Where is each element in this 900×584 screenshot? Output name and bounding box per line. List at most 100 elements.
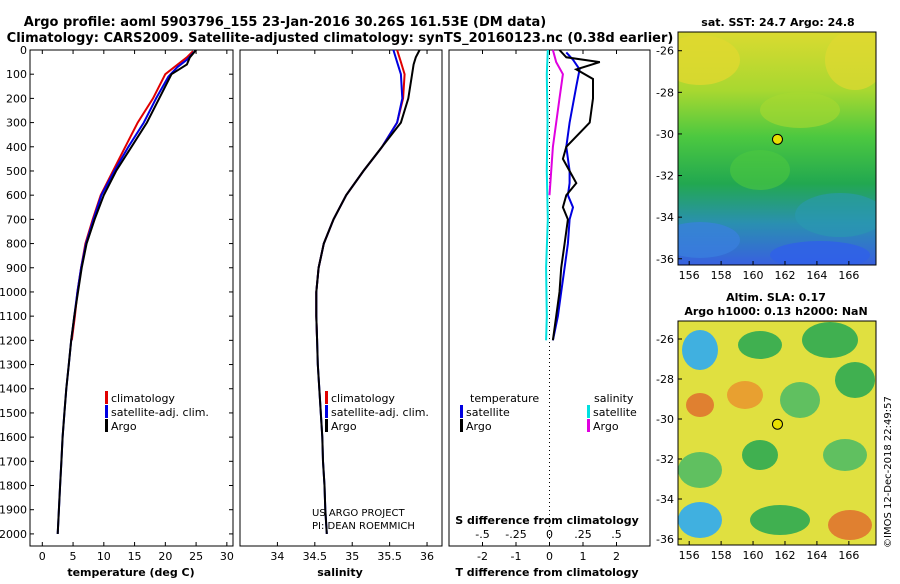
- salinity-panel: 34 34.5 35 35.5 36 salinity climatology sate…: [239, 49, 443, 579]
- x-tick-label: 0: [546, 550, 553, 563]
- legend-argo-marker: [325, 419, 328, 432]
- difference-legend: temperature satellite Argo salinity sate…: [460, 392, 637, 433]
- legend-climatology-marker: [325, 391, 328, 404]
- temperature-legend: climatology satellite-adj. clim. Argo: [105, 391, 209, 433]
- sla-map-frame: [677, 320, 877, 546]
- depth-tick-label: 1000: [0, 286, 27, 299]
- legend-argo-marker: [105, 419, 108, 432]
- x-tick-label: 15: [128, 550, 142, 563]
- lat-tick-label: -36: [656, 253, 674, 266]
- sst-map-panel: sat. SST: 24.7 Argo: 24.8 156 158 160 162 16…: [656, 16, 877, 282]
- sla-map-subtitle: Argo h1000: 0.13 h2000: NaN: [684, 305, 867, 318]
- lon-tick-label: 160: [743, 269, 764, 282]
- depth-tick-label: 200: [6, 92, 27, 105]
- lon-tick-label: 162: [774, 269, 795, 282]
- sla-map-image: [678, 321, 876, 545]
- depth-tick-label: 1700: [0, 455, 27, 468]
- depth-tick-label: 100: [6, 68, 27, 81]
- x-tick-label: 1: [580, 550, 587, 563]
- salinity-axes-frame: [239, 49, 443, 547]
- legend-argo-label: Argo: [331, 420, 357, 433]
- sst-map-frame: [677, 31, 877, 266]
- legend-satellite-marker: [105, 405, 108, 418]
- depth-tick-label: 700: [6, 213, 27, 226]
- legend-satellite-label: satellite-adj. clim.: [111, 406, 209, 419]
- lon-tick-label: 160: [743, 549, 764, 562]
- series-line: [315, 49, 404, 534]
- depth-tick-label: 300: [6, 117, 27, 130]
- series-line: [548, 49, 564, 196]
- legend-climatology-label: climatology: [331, 392, 395, 405]
- legend-climatology-marker: [105, 391, 108, 404]
- sst-map-title: sat. SST: 24.7 Argo: 24.8: [701, 16, 854, 29]
- depth-tick-label: 400: [6, 141, 27, 154]
- lat-tick-label: -28: [656, 86, 674, 99]
- project-credit: US ARGO PROJECT: [312, 508, 406, 519]
- lon-tick-label: 162: [774, 549, 795, 562]
- legend-t-satellite-label: satellite: [466, 406, 510, 419]
- x-tick-label: 10: [97, 550, 111, 563]
- lat-tick-label: -32: [656, 170, 674, 183]
- t-difference-label: T difference from climatology: [455, 566, 638, 579]
- depth-tick-label: 1600: [0, 431, 27, 444]
- x-tick-label: 34: [270, 550, 284, 563]
- x-tick-label: -2: [477, 550, 488, 563]
- series-line: [545, 49, 549, 341]
- x-tick-label: 35.5: [377, 550, 402, 563]
- lat-tick-label: -26: [656, 45, 674, 58]
- legend-s-argo-marker: [587, 419, 590, 432]
- x-tick-label: -1: [511, 550, 522, 563]
- legend-s-satellite-label: satellite: [593, 406, 637, 419]
- figure-subtitle: Climatology: CARS2009. Satellite-adjuste…: [7, 31, 674, 46]
- depth-tick-label: 1300: [0, 359, 27, 372]
- x-tick-label: 25: [189, 550, 203, 563]
- depth-tick-label: 1200: [0, 334, 27, 347]
- depth-tick-label: 600: [6, 189, 27, 202]
- lon-tick-label: 156: [679, 549, 700, 562]
- series-line: [56, 49, 197, 534]
- lon-tick-label: 158: [711, 549, 732, 562]
- legend-t-argo-label: Argo: [466, 420, 492, 433]
- temperature-xlabel: temperature (deg C): [67, 566, 194, 579]
- lon-tick-label: 156: [679, 269, 700, 282]
- series-line: [551, 49, 601, 341]
- lon-tick-label: 166: [838, 549, 859, 562]
- s-tick-label: .25: [574, 528, 592, 541]
- x-tick-label: 5: [70, 550, 77, 563]
- lon-tick-label: 166: [838, 269, 859, 282]
- lat-tick-label: -30: [656, 128, 674, 141]
- s-tick-label: -.5: [475, 528, 489, 541]
- depth-tick-label: 2000: [0, 528, 27, 541]
- sla-map-title: Altim. SLA: 0.17: [726, 291, 826, 304]
- figure-title: Argo profile: aoml 5903796_155 23-Jan-20…: [24, 15, 546, 30]
- salinity-legend: climatology satellite-adj. clim. Argo: [325, 391, 429, 433]
- legend-argo-label: Argo: [111, 420, 137, 433]
- legend-t-argo-marker: [460, 419, 463, 432]
- pi-credit: PI: DEAN ROEMMICH: [312, 521, 415, 532]
- legend-satellite-label: satellite-adj. clim.: [331, 406, 429, 419]
- series-line: [315, 49, 421, 534]
- lat-tick-label: -36: [656, 533, 674, 546]
- legend-temperature-title: temperature: [470, 392, 539, 405]
- x-tick-label: 2: [613, 550, 620, 563]
- s-tick-label: -.25: [505, 528, 526, 541]
- depth-tick-label: 900: [6, 262, 27, 275]
- argo-float-marker: [771, 418, 783, 430]
- depth-tick-label: 800: [6, 238, 27, 251]
- temperature-axes-frame: [29, 49, 234, 547]
- legend-t-satellite-marker: [460, 405, 463, 418]
- x-tick-label: 36: [420, 550, 434, 563]
- x-tick-label: 20: [158, 550, 172, 563]
- series-line: [315, 49, 406, 341]
- temperature-panel: 0100200300400500600700800900100011001200…: [0, 44, 234, 579]
- lat-tick-label: -26: [656, 333, 674, 346]
- x-tick-label: 0: [39, 550, 46, 563]
- lat-tick-label: -30: [656, 413, 674, 426]
- legend-satellite-marker: [325, 405, 328, 418]
- depth-tick-label: 1500: [0, 407, 27, 420]
- depth-tick-label: 1400: [0, 383, 27, 396]
- depth-tick-label: 1100: [0, 310, 27, 323]
- depth-tick-label: 1900: [0, 504, 27, 517]
